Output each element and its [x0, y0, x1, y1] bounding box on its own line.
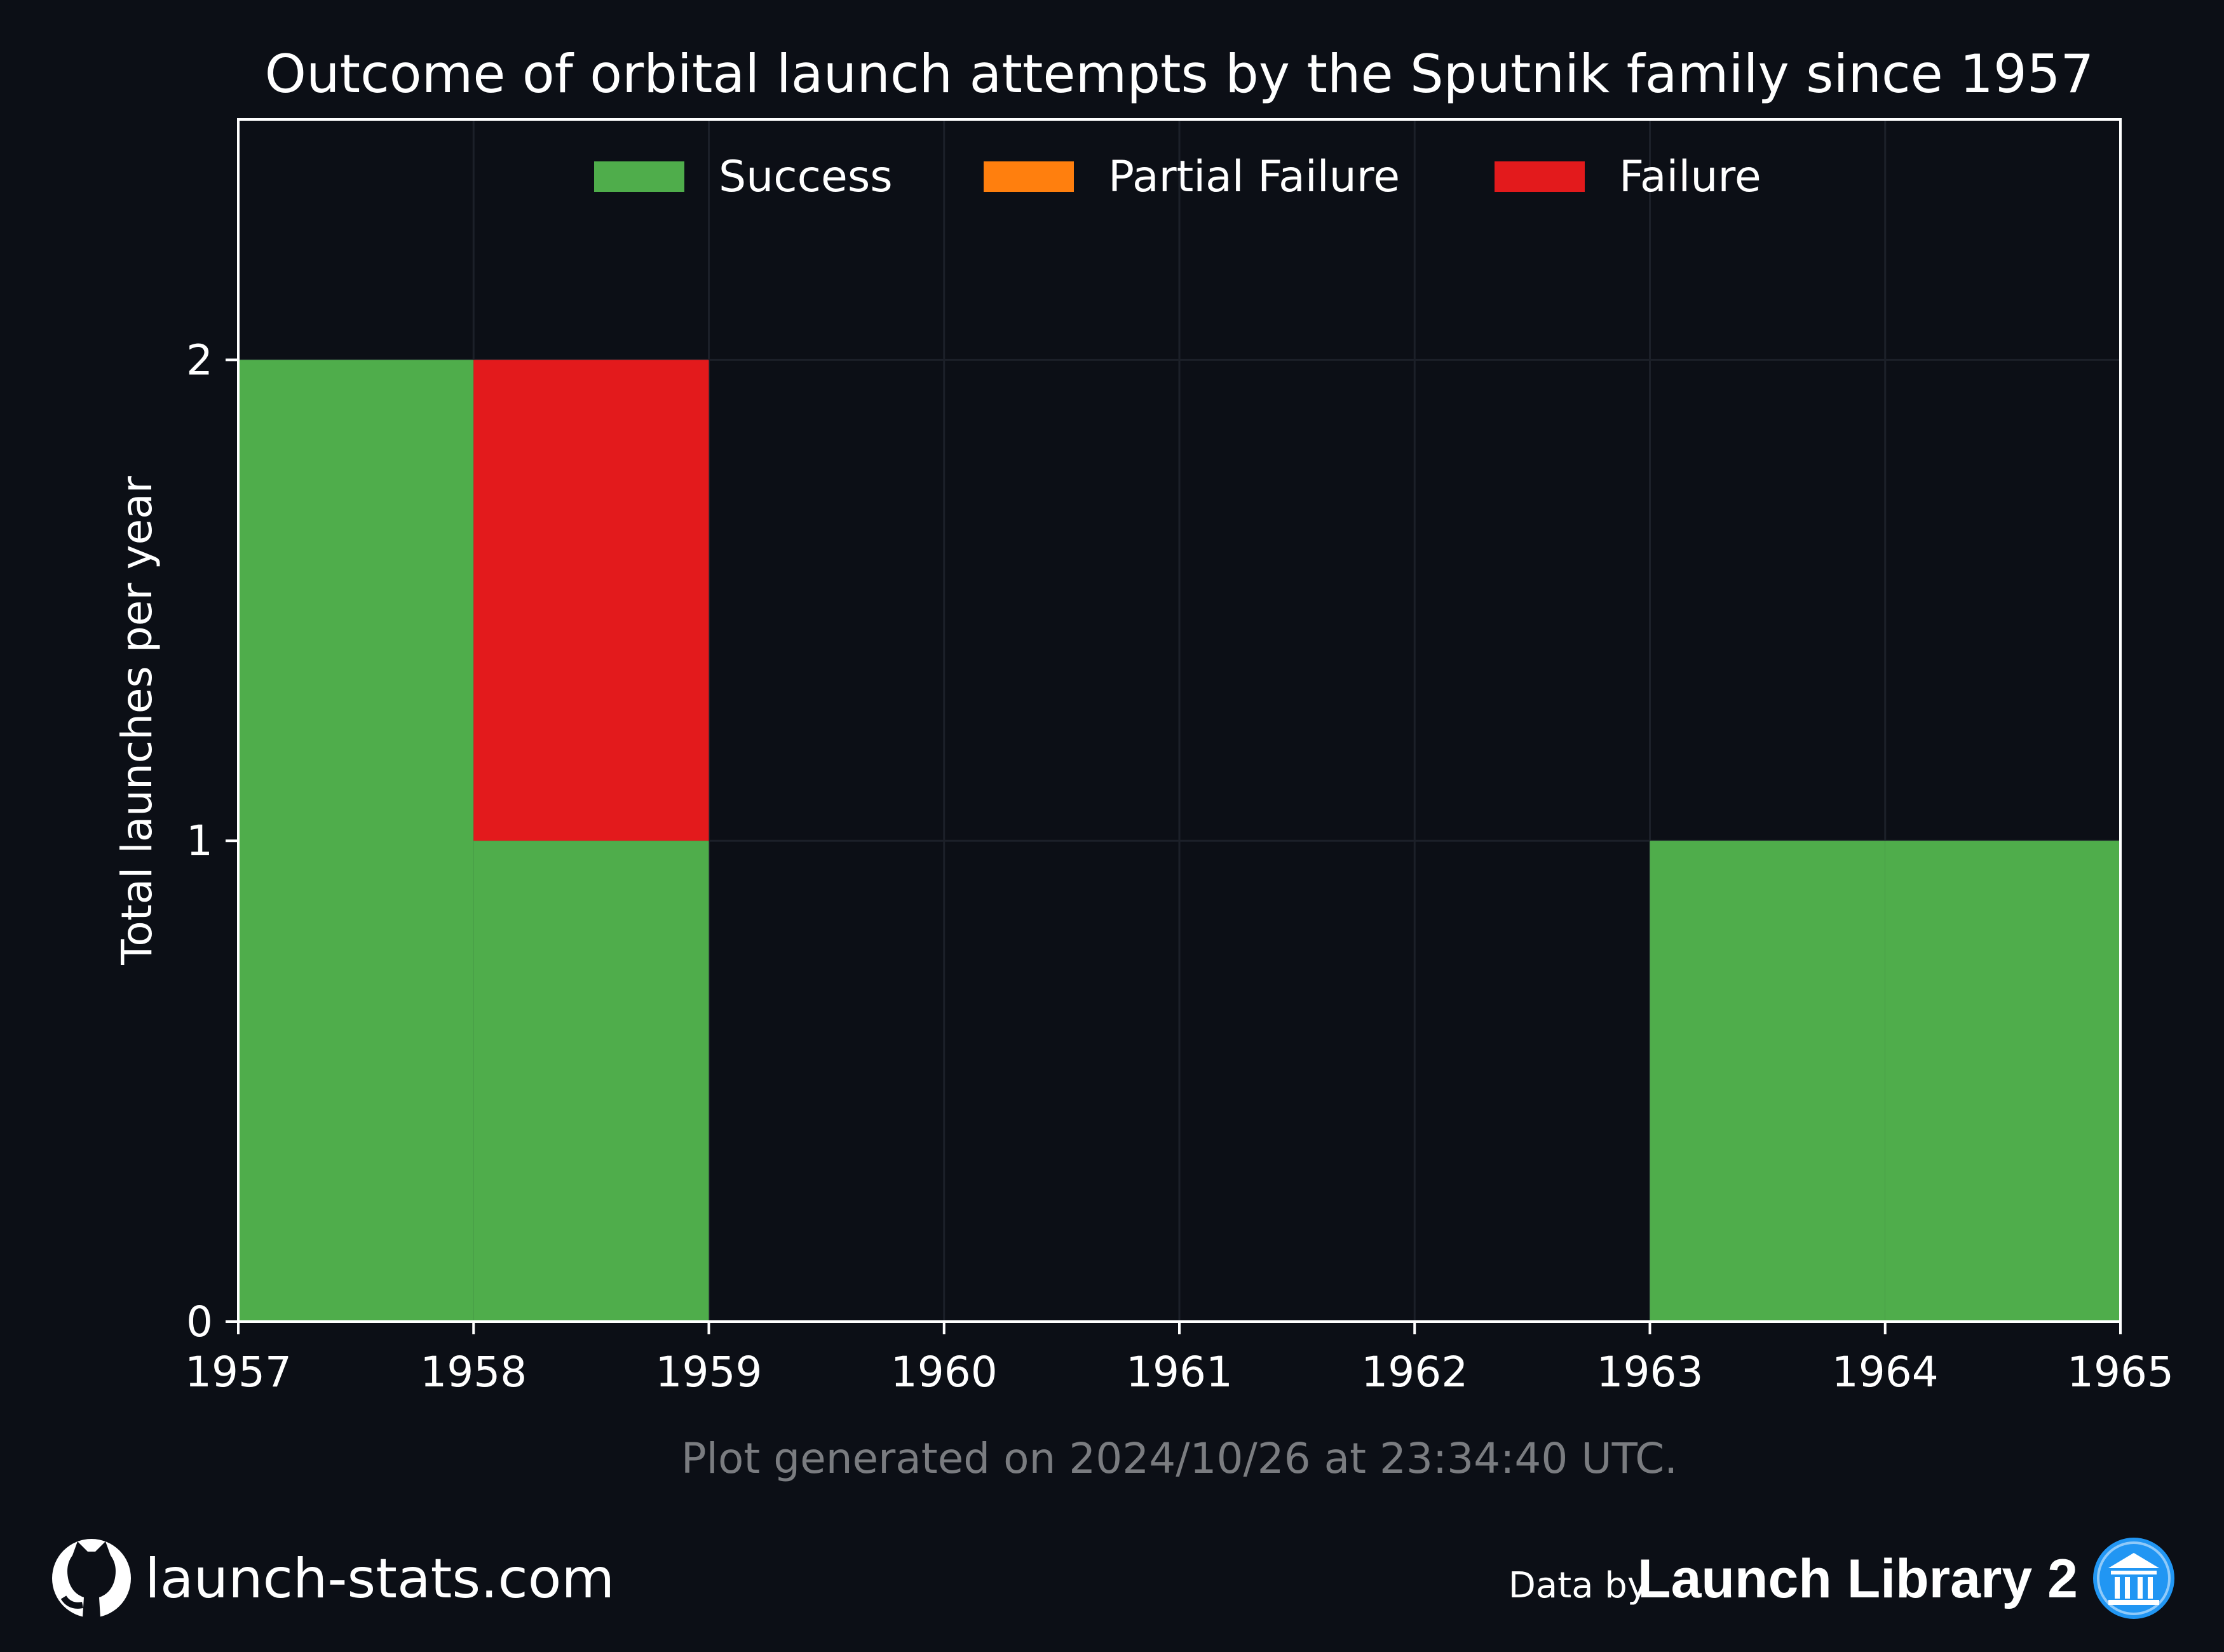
chart-title: Outcome of orbital launch attempts by th…	[265, 43, 2094, 105]
site-link[interactable]: launch-stats.com	[145, 1547, 614, 1611]
bar-success-1957	[238, 360, 474, 1322]
legend-swatch	[594, 161, 684, 192]
y-tick-label: 0	[186, 1297, 213, 1346]
data-by-label: Data by	[1509, 1565, 1648, 1606]
x-tick-label: 1964	[1832, 1348, 1939, 1397]
launch-library-logo-icon	[2093, 1538, 2174, 1619]
legend-label: Failure	[1619, 152, 1761, 202]
x-tick-label: 1957	[185, 1348, 292, 1397]
y-axis-label: Total launches per year	[112, 475, 161, 965]
y-tick-label: 1	[186, 816, 213, 865]
x-tick-label: 1965	[2067, 1348, 2174, 1397]
data-source-name[interactable]: Launch Library 2	[1637, 1548, 2078, 1609]
legend-label: Success	[719, 152, 893, 202]
bar-failure-1958	[473, 360, 709, 841]
generated-timestamp: Plot generated on 2024/10/26 at 23:34:40…	[681, 1434, 1678, 1483]
x-tick-label: 1963	[1597, 1348, 1704, 1397]
x-tick-label: 1961	[1126, 1348, 1233, 1397]
bar-success-1963	[1650, 841, 1885, 1322]
x-tick-label: 1958	[420, 1348, 527, 1397]
legend-label: Partial Failure	[1108, 152, 1400, 202]
legend-swatch	[984, 161, 1074, 192]
legend: Success Partial Failure Failure	[594, 152, 1761, 202]
bars	[238, 360, 2120, 1322]
y-tick-label: 2	[186, 335, 213, 384]
y-axis: 0 1 2	[186, 335, 238, 1346]
legend-swatch	[1495, 161, 1585, 192]
x-axis: 1957 1958 1959 1960 1961 1962 1963 1964 1965	[185, 1322, 2174, 1397]
x-tick-label: 1960	[891, 1348, 998, 1397]
bar-success-1964	[1885, 841, 2120, 1322]
github-icon	[52, 1539, 131, 1618]
bar-success-1958	[473, 841, 709, 1322]
x-tick-label: 1959	[656, 1348, 763, 1397]
x-tick-label: 1962	[1361, 1348, 1468, 1397]
